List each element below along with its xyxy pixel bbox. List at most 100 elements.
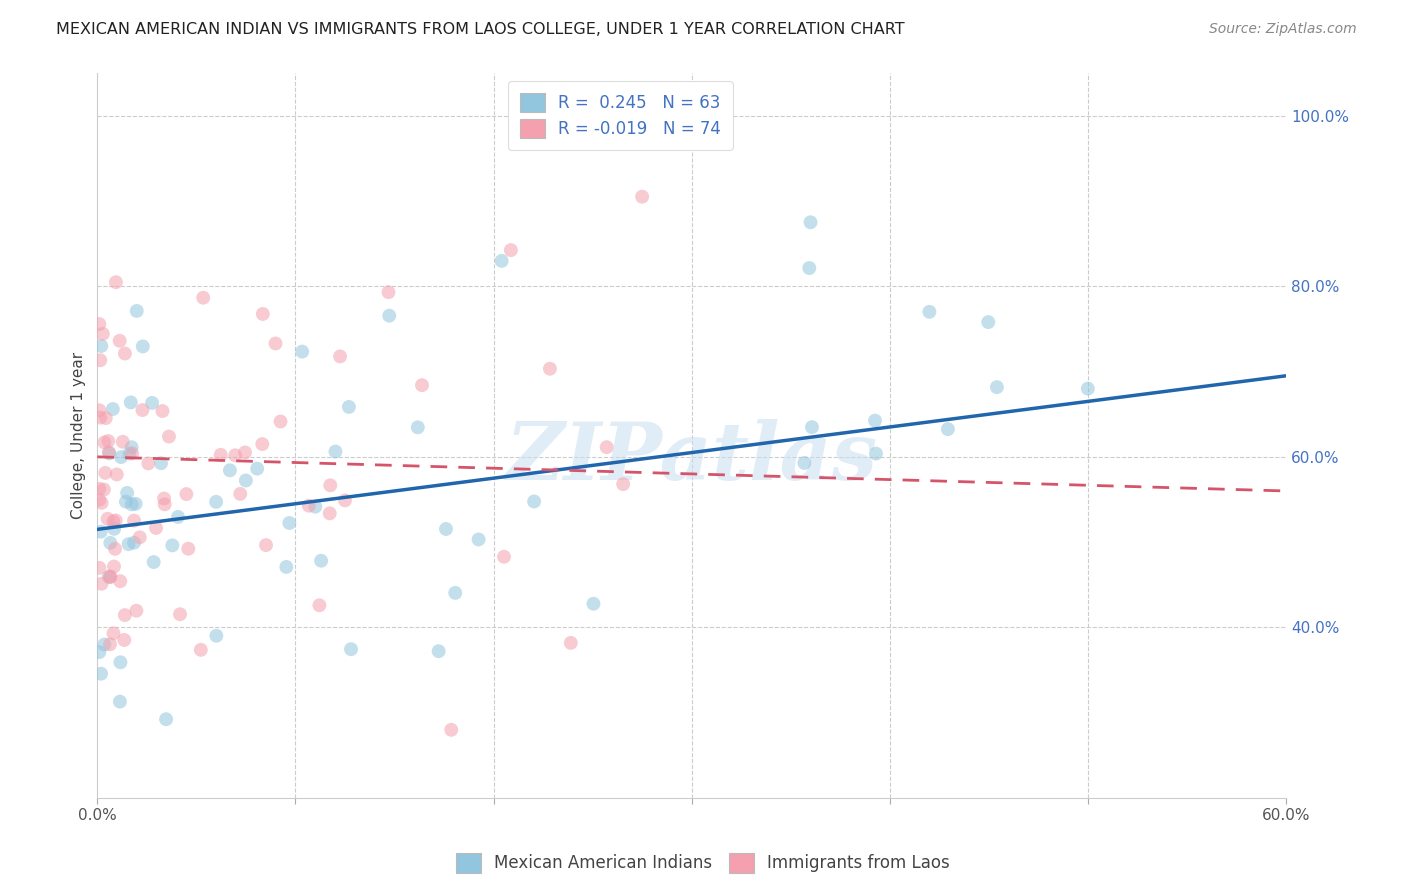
Point: [631, 189, 654, 203]
Point: [229, 487, 252, 501]
Point: [108, 695, 131, 709]
Point: [94, 411, 117, 425]
Point: [264, 336, 287, 351]
Point: [104, 275, 127, 289]
Point: [308, 599, 330, 613]
Point: [246, 461, 269, 475]
Point: [444, 586, 467, 600]
Legend: R =  0.245   N = 63, R = -0.019   N = 74: R = 0.245 N = 63, R = -0.019 N = 74: [508, 81, 733, 150]
Point: [176, 487, 198, 501]
Point: [304, 500, 326, 514]
Text: MEXICAN AMERICAN INDIAN VS IMMIGRANTS FROM LAOS COLLEGE, UNDER 1 YEAR CORRELATIO: MEXICAN AMERICAN INDIAN VS IMMIGRANTS FR…: [56, 22, 905, 37]
Point: [93, 483, 115, 497]
Point: [252, 307, 274, 321]
Point: [427, 644, 450, 658]
Point: [89, 492, 111, 507]
Point: [101, 402, 124, 417]
Point: [97, 434, 120, 448]
Point: [125, 604, 148, 618]
Point: [337, 400, 360, 414]
Point: [193, 291, 215, 305]
Point: [103, 626, 125, 640]
Point: [90, 496, 112, 510]
Point: [1077, 382, 1099, 396]
Point: [467, 533, 489, 547]
Point: [121, 497, 143, 511]
Point: [252, 437, 274, 451]
Point: [111, 434, 134, 449]
Point: [492, 549, 515, 564]
Point: [97, 445, 120, 459]
Text: ZIPatlas: ZIPatlas: [506, 418, 877, 496]
Point: [977, 315, 1000, 329]
Point: [169, 607, 191, 622]
Point: [190, 643, 212, 657]
Point: [224, 448, 246, 462]
Point: [918, 305, 941, 319]
Point: [103, 515, 125, 529]
Point: [103, 559, 125, 574]
Point: [125, 304, 148, 318]
Point: [799, 261, 821, 276]
Point: [325, 444, 347, 458]
Point: [89, 561, 111, 575]
Point: [115, 486, 138, 500]
Point: [114, 346, 136, 360]
Point: [319, 478, 342, 492]
Point: [91, 326, 114, 341]
Point: [110, 655, 132, 669]
Point: [378, 309, 401, 323]
Point: [98, 446, 121, 460]
Point: [128, 530, 150, 544]
Point: [309, 554, 332, 568]
Point: [104, 541, 127, 556]
Point: [100, 570, 122, 584]
Point: [235, 474, 257, 488]
Point: [340, 642, 363, 657]
Y-axis label: College, Under 1 year: College, Under 1 year: [72, 352, 86, 519]
Point: [233, 445, 256, 459]
Point: [177, 541, 200, 556]
Point: [93, 435, 115, 450]
Point: [89, 403, 111, 417]
Point: [152, 404, 174, 418]
Point: [89, 317, 111, 331]
Point: [560, 636, 582, 650]
Point: [97, 570, 120, 584]
Point: [793, 456, 815, 470]
Point: [105, 467, 128, 482]
Point: [114, 608, 136, 623]
Point: [121, 446, 143, 460]
Point: [150, 456, 173, 470]
Point: [406, 420, 429, 434]
Point: [132, 339, 155, 353]
Point: [122, 514, 145, 528]
Point: [411, 378, 433, 392]
Point: [142, 555, 165, 569]
Point: [153, 497, 176, 511]
Point: [90, 576, 112, 591]
Point: [270, 415, 292, 429]
Point: [863, 414, 886, 428]
Point: [612, 477, 634, 491]
Point: [595, 440, 617, 454]
Point: [98, 637, 121, 651]
Point: [103, 522, 125, 536]
Point: [89, 410, 111, 425]
Point: [136, 457, 159, 471]
Point: [155, 712, 177, 726]
Point: [97, 512, 120, 526]
Point: [291, 344, 314, 359]
Point: [278, 516, 301, 530]
Point: [499, 243, 522, 257]
Point: [298, 499, 321, 513]
Point: [94, 466, 117, 480]
Point: [254, 538, 277, 552]
Point: [112, 632, 135, 647]
Text: Source: ZipAtlas.com: Source: ZipAtlas.com: [1209, 22, 1357, 37]
Point: [865, 447, 887, 461]
Point: [582, 597, 605, 611]
Point: [104, 513, 127, 527]
Point: [118, 446, 141, 460]
Point: [440, 723, 463, 737]
